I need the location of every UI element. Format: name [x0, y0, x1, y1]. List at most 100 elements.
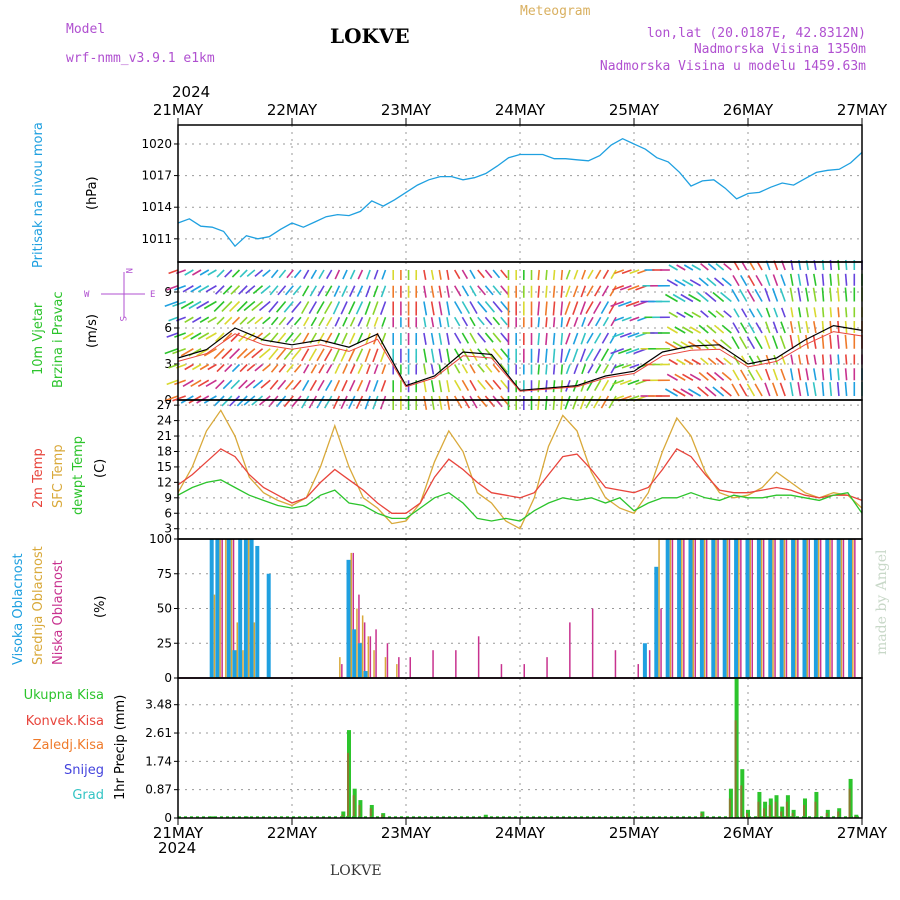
wind-vector: [844, 320, 848, 334]
wind-vector: [829, 368, 833, 381]
high-cloud-bar: [699, 539, 704, 678]
wind-vector: [381, 269, 387, 280]
precip-label-grad: Grad: [72, 788, 104, 803]
wind-vector: [572, 348, 579, 363]
wind-vector: [619, 332, 632, 338]
wind-vector: [537, 364, 541, 375]
wind-vector: [461, 364, 469, 374]
wind-vector: [587, 316, 594, 327]
sfc-temp-line: [177, 409, 863, 530]
wind-vector: [461, 348, 471, 362]
wind-vector: [747, 274, 756, 287]
date-label-bottom: 27MAY: [837, 824, 888, 842]
wind-vector: [552, 285, 556, 298]
wind-vector: [813, 368, 817, 381]
compass-north: N: [123, 268, 133, 273]
wind-vector: [348, 285, 356, 297]
wind-vector: [340, 395, 348, 410]
wind-vector: [715, 262, 725, 271]
total-precip-bar: [341, 811, 346, 818]
wind-ytick-label: 3: [164, 357, 172, 371]
wind-vector: [797, 334, 802, 349]
wind-vector: [565, 316, 571, 327]
wind-vector: [341, 379, 348, 392]
wind-vector: [500, 379, 510, 390]
wind-vector: [423, 395, 428, 410]
high-cloud-bar: [232, 650, 237, 678]
mid-cloud-bar: [356, 608, 358, 678]
wind-vector: [771, 382, 779, 397]
cloud-label-mid: Srednja Oblacnost: [31, 546, 46, 665]
wind-vector: [545, 285, 548, 298]
low-cloud-bar: [831, 539, 833, 678]
wind-vector: [572, 332, 579, 345]
wind-vector: [356, 332, 364, 345]
wind-vector: [704, 386, 717, 397]
wind-vector: [580, 285, 587, 298]
high-cloud-bar: [677, 539, 682, 678]
wind-vector: [245, 379, 256, 389]
wind-vector: [544, 348, 548, 363]
wind-vector: [581, 269, 587, 280]
wind-vector: [565, 332, 571, 345]
wind-vector: [707, 262, 717, 271]
wind-vector: [270, 363, 279, 373]
temp-label-1: 2m Temp: [31, 448, 46, 508]
wind-vector: [174, 284, 186, 291]
wind-vector: [756, 355, 763, 365]
wind-vector: [844, 273, 848, 286]
wind-vector: [191, 316, 202, 323]
wind-vector: [619, 284, 632, 291]
wind-vector: [231, 316, 241, 325]
wind-vector: [707, 357, 717, 366]
conv-precip-bar: [347, 752, 349, 818]
conv-precip-bar: [848, 788, 851, 818]
conv-precip-bar: [780, 811, 783, 818]
wind-vector: [537, 380, 541, 393]
high-cloud-bar: [215, 539, 220, 678]
coords-text: lon,lat (20.0187E, 42.8312N): [647, 26, 866, 41]
cloud-ytick-label: 50: [157, 602, 172, 616]
wind-vector: [349, 364, 356, 374]
conv-precip-bar: [728, 798, 731, 818]
wind-vector: [318, 269, 325, 280]
wind-vector: [821, 287, 825, 302]
wind-vector: [222, 285, 233, 295]
mid-cloud-bar: [236, 622, 238, 678]
wind-vector: [357, 364, 364, 374]
wind-vector: [164, 300, 179, 308]
mid-cloud-bar: [373, 650, 375, 678]
wind-vector: [797, 287, 802, 302]
temp-ytick-label: 24: [157, 414, 172, 428]
wind-vector: [621, 363, 632, 369]
wind-vector: [215, 332, 225, 343]
wind-vector: [764, 368, 771, 381]
wind-vector: [221, 300, 233, 312]
wind-vector: [500, 285, 510, 296]
date-label-top: 26MAY: [723, 101, 774, 119]
wind-vector: [260, 379, 271, 389]
low-cloud-bar: [614, 650, 617, 678]
wind-vector: [484, 379, 494, 390]
wind-vector: [813, 307, 817, 318]
low-cloud-bar: [683, 539, 685, 678]
wind-vector: [286, 269, 294, 279]
wind-vector: [689, 373, 702, 381]
wind-vector: [700, 262, 709, 271]
wind-vector: [197, 332, 210, 340]
low-cloud-bar: [819, 539, 822, 678]
wind-vector: [168, 316, 179, 322]
wind-vector: [492, 332, 502, 343]
wind-vector: [302, 379, 310, 391]
wind-vector: [461, 316, 469, 327]
precip-label-frozen: Zaledj.Kisa: [33, 738, 104, 753]
wind-vector: [560, 301, 564, 316]
high-cloud-bar: [243, 539, 248, 678]
wind-vector: [262, 269, 271, 278]
wind-vector: [453, 332, 462, 344]
wind-vector: [697, 386, 709, 397]
wind-vector: [484, 363, 493, 373]
low-cloud-bar: [797, 539, 799, 678]
wind-vector: [278, 269, 287, 279]
wind-vector: [283, 395, 294, 408]
